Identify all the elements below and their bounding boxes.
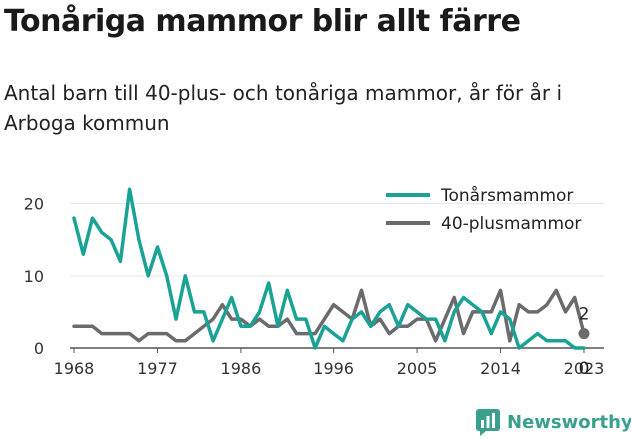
y-tick-label: 0	[34, 339, 44, 358]
legend-label: Tonårsmammor	[440, 185, 573, 206]
newsworthy-chart-icon	[476, 409, 500, 436]
x-tick-label: 1996	[313, 359, 354, 378]
x-tick-label: 1986	[221, 359, 262, 378]
chart-title: Tonåriga mammor blir allt färre	[4, 4, 521, 39]
newsworthy-brand[interactable]: Newsworthy	[475, 405, 631, 439]
x-tick-label: 2023	[564, 359, 605, 378]
series-line-40-plusmammor	[72, 288, 586, 343]
x-tick-label: 2014	[480, 359, 521, 378]
end-label-40-plusmammor: 2	[579, 305, 590, 325]
series-line-tonarsmammor	[72, 187, 586, 350]
x-tick-label: 1968	[54, 359, 95, 378]
legend-label: 40-plusmammor	[441, 214, 581, 234]
y-tick-label: 20	[24, 195, 44, 214]
brand-name: Newsworthy	[507, 411, 631, 433]
end-label-tonarsmammor: 0	[579, 359, 590, 379]
x-tick-label: 2005	[397, 359, 438, 378]
chart-subtitle: Antal barn till 40-plus- och tonåriga ma…	[4, 81, 563, 135]
x-tick-label: 1977	[137, 359, 178, 378]
endpoint-40-plusmammor	[578, 328, 590, 340]
y-tick-label: 10	[24, 267, 44, 286]
